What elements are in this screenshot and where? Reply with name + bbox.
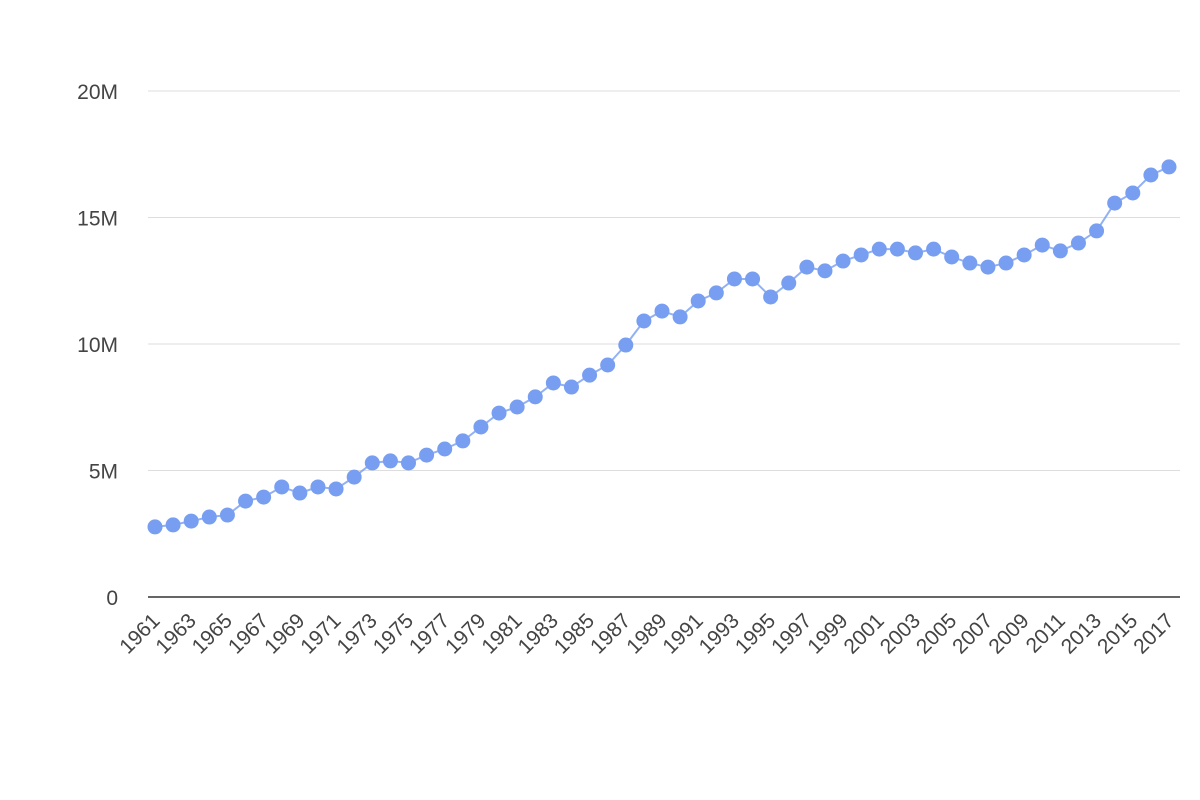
data-point: [980, 259, 996, 275]
data-point: [799, 259, 815, 275]
x-tick-label: 1975: [369, 609, 418, 658]
x-tick-label: 1993: [695, 609, 744, 658]
data-point: [618, 337, 634, 353]
data-point: [1034, 237, 1050, 253]
data-point: [853, 247, 869, 263]
x-tick-label: 2003: [876, 609, 925, 658]
data-point: [509, 399, 525, 415]
data-point: [491, 405, 507, 421]
x-tick-label: 1963: [151, 609, 200, 658]
data-point: [708, 285, 724, 301]
data-point: [600, 357, 616, 373]
data-point: [183, 513, 199, 529]
data-point: [401, 455, 416, 471]
series-line: [154, 165, 1170, 528]
data-point: [238, 493, 254, 509]
x-tick-label: 1977: [405, 609, 454, 658]
data-point: [926, 241, 942, 257]
data-point: [944, 249, 960, 265]
data-point: [364, 455, 380, 471]
data-point: [1143, 167, 1159, 183]
data-point: [292, 485, 308, 501]
data-point: [455, 433, 471, 449]
data-point: [889, 241, 905, 257]
data-point: [165, 517, 181, 533]
x-tick-label: 1999: [803, 609, 852, 658]
data-point: [690, 293, 706, 309]
x-tick-label: 1989: [622, 609, 671, 658]
data-point: [1161, 159, 1177, 175]
data-point: [545, 375, 561, 391]
x-tick-label: 1997: [767, 609, 816, 658]
x-tick-label: 1979: [441, 609, 490, 658]
x-tick-label: 1961: [115, 609, 164, 658]
data-point: [998, 255, 1014, 271]
x-tick-label: 2007: [948, 609, 997, 658]
data-point: [527, 389, 543, 405]
x-tick-label: 2015: [1093, 609, 1142, 658]
data-point: [1070, 235, 1086, 251]
x-tick-label: 1969: [260, 609, 309, 658]
data-point: [672, 309, 688, 325]
y-tick-label: 5M: [89, 461, 118, 484]
data-point: [219, 507, 235, 523]
data-point: [817, 263, 833, 279]
x-tick-label: 2009: [984, 609, 1033, 658]
data-point: [310, 479, 326, 495]
data-point: [835, 253, 851, 269]
data-point: [962, 255, 978, 271]
y-tick-label: 0: [106, 587, 118, 610]
x-tick-label: 1985: [550, 609, 599, 658]
data-point: [871, 241, 887, 257]
data-point: [636, 313, 652, 329]
data-point: [1089, 223, 1105, 239]
data-point: [147, 519, 163, 535]
data-point: [328, 481, 344, 497]
data-point: [201, 509, 217, 525]
data-point: [908, 245, 923, 261]
x-tick-label: 2017: [1129, 609, 1178, 658]
data-point: [1016, 247, 1032, 263]
data-point: [726, 271, 742, 287]
data-point: [654, 303, 670, 319]
x-tick-label: 2013: [1057, 609, 1106, 658]
x-tick-label: 1973: [333, 609, 382, 658]
data-point: [582, 367, 598, 383]
x-tick-label: 1965: [188, 609, 237, 658]
x-tick-label: 1983: [514, 609, 563, 658]
data-point: [437, 441, 453, 457]
x-tick-label: 2001: [840, 609, 889, 658]
data-point: [346, 469, 362, 485]
x-tick-label: 1995: [731, 609, 780, 658]
y-tick-label: 10M: [77, 334, 118, 357]
data-point: [382, 453, 398, 469]
x-tick-label: 2011: [1022, 609, 1070, 657]
data-point: [763, 289, 779, 305]
x-tick-label: 1967: [224, 609, 273, 658]
data-point: [1052, 243, 1068, 259]
data-point: [1125, 185, 1141, 201]
data-point: [473, 419, 489, 435]
x-tick-label: 1981: [477, 609, 526, 658]
data-point: [745, 271, 761, 287]
data-point: [419, 447, 435, 463]
data-point: [563, 379, 579, 395]
x-tick-label: 1991: [658, 609, 707, 658]
y-tick-label: 15M: [77, 208, 118, 231]
data-point: [274, 479, 290, 495]
y-tick-label: 20M: [77, 81, 118, 104]
x-tick-label: 2005: [912, 609, 961, 658]
data-point: [781, 275, 797, 291]
data-point: [256, 489, 272, 505]
data-point: [1107, 195, 1123, 211]
x-tick-label: 1987: [586, 609, 635, 658]
x-tick-label: 1971: [296, 609, 345, 658]
